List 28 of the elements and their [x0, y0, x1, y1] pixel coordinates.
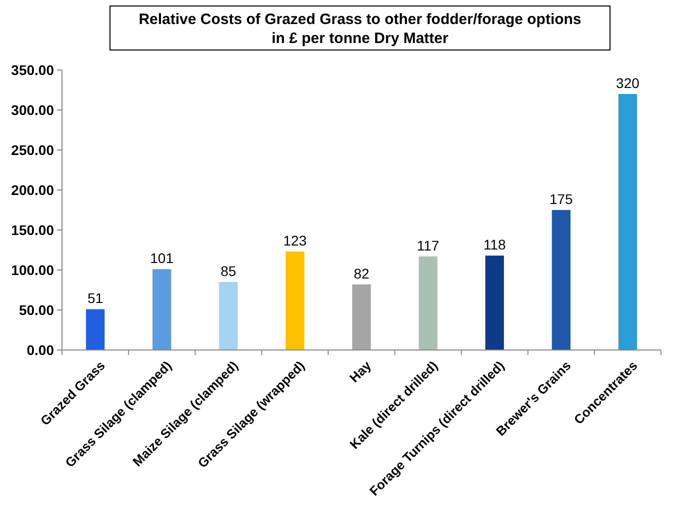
- data-label: 320: [616, 75, 640, 91]
- bar: [286, 252, 304, 350]
- data-label: 175: [549, 191, 574, 207]
- chart-title: Relative Costs of Grazed Grass to other fodder/forage options in £ per tonne Dry Matter: [138, 11, 582, 47]
- y-tick-label: 50.00: [18, 302, 54, 318]
- bar: [86, 309, 105, 350]
- bar: [352, 284, 371, 350]
- data-label: 101: [150, 250, 174, 266]
- y-tick-label: 250.00: [11, 142, 54, 158]
- y-tick-label: 100.00: [11, 262, 54, 278]
- y-tick-label: 0.00: [26, 342, 54, 358]
- bar: [418, 256, 438, 350]
- bar: [152, 269, 172, 350]
- data-label: 118: [483, 236, 506, 253]
- y-tick-label: 150.00: [11, 222, 54, 238]
- data-label: 51: [87, 290, 104, 306]
- y-tick-label: 350.00: [11, 62, 54, 78]
- y-tick-label: 300.00: [11, 102, 54, 118]
- bar: [219, 282, 238, 350]
- x-tick-label: Hay: [346, 357, 375, 386]
- bar: [618, 94, 638, 350]
- data-label: 123: [283, 232, 307, 249]
- data-label: 82: [354, 265, 370, 282]
- y-tick-label: 200.00: [11, 182, 54, 198]
- data-label: 117: [416, 237, 440, 254]
- data-label: 85: [220, 263, 236, 279]
- bar: [485, 256, 504, 350]
- bar: [552, 210, 570, 350]
